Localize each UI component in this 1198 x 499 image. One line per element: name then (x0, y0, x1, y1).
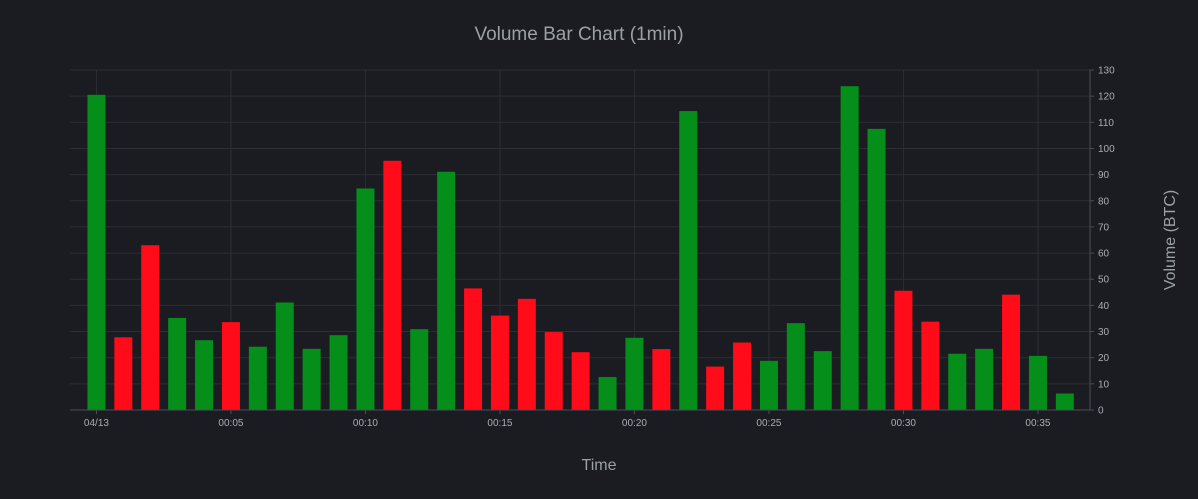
volume-bar-up (195, 340, 214, 410)
volume-bar-up (948, 353, 967, 410)
axis-layer: 0 10 20 30 40 50 60 70 80 90 100 110 120 130 04/13 00:0… (70, 66, 1115, 429)
volume-bar-up (275, 302, 294, 410)
volume-bar-up (168, 317, 187, 410)
x-tick-label: 00:10 (353, 418, 378, 429)
volume-bar-up (679, 111, 698, 411)
volume-bar-up (840, 86, 859, 410)
y-tick-label: 30 (1098, 327, 1110, 338)
y-tick-label: 10 (1098, 379, 1110, 390)
volume-bar-up (625, 337, 644, 410)
volume-bar-up (437, 171, 456, 410)
y-tick-label: 70 (1098, 222, 1110, 233)
volume-bar-up (302, 348, 321, 410)
volume-bar-down (114, 337, 133, 410)
chart-title: Volume Bar Chart (1min) (474, 24, 683, 45)
y-tick-label: 120 (1098, 92, 1115, 103)
x-tick-label: 00:30 (891, 418, 916, 429)
volume-bar-down (517, 298, 536, 410)
volume-bar-up (975, 348, 994, 410)
x-tick-label: 00:35 (1025, 418, 1050, 429)
volume-bar-down (490, 315, 509, 410)
volume-bar-up (356, 188, 375, 410)
x-tick-label: 00:20 (622, 418, 647, 429)
y-tick-label: 130 (1098, 66, 1115, 77)
x-axis-title: Time (582, 457, 617, 474)
volume-bar-up (329, 335, 348, 410)
volume-bar-down (383, 160, 402, 410)
volume-bar-down (464, 288, 483, 410)
y-tick-label: 90 (1098, 170, 1110, 181)
volume-bar-down (1002, 294, 1021, 410)
volume-bar-down (221, 322, 240, 410)
volume-bar-up (1028, 355, 1047, 410)
y-tick-label: 80 (1098, 196, 1110, 207)
y-tick-label: 50 (1098, 275, 1110, 286)
grid-layer (70, 69, 1090, 411)
y-tick-label: 100 (1098, 144, 1115, 155)
volume-bar-down (141, 245, 160, 410)
y-tick-label: 60 (1098, 249, 1110, 260)
volume-bar-up (759, 360, 778, 410)
volume-bar-up (1055, 393, 1074, 410)
volume-bar-up (598, 377, 617, 410)
volume-bar-down (894, 290, 913, 410)
volume-bar-up (867, 128, 886, 410)
y-tick-label: 20 (1098, 353, 1110, 364)
volume-bar-down (706, 366, 725, 410)
volume-bar-down (921, 321, 940, 410)
y-axis-title: Volume (BTC) (1162, 190, 1179, 290)
x-tick-label: 00:25 (756, 418, 781, 429)
volume-bar-up (813, 351, 832, 410)
volume-bar-up (87, 94, 106, 410)
volume-bar-down (571, 352, 590, 410)
x-tick-label: 00:15 (487, 418, 512, 429)
volume-bar-down (652, 349, 671, 410)
bar-layer (87, 86, 1074, 411)
volume-bar-down (733, 342, 752, 410)
y-tick-label: 110 (1098, 118, 1114, 129)
y-tick-label: 40 (1098, 301, 1110, 312)
y-tick-label: 0 (1098, 406, 1104, 417)
x-tick-label: 00:05 (218, 418, 243, 429)
volume-bar-down (544, 332, 563, 410)
volume-bar-up (410, 329, 429, 410)
volume-bar-up (248, 346, 267, 410)
volume-bar-up (786, 323, 805, 410)
x-tick-label: 04/13 (84, 418, 109, 429)
